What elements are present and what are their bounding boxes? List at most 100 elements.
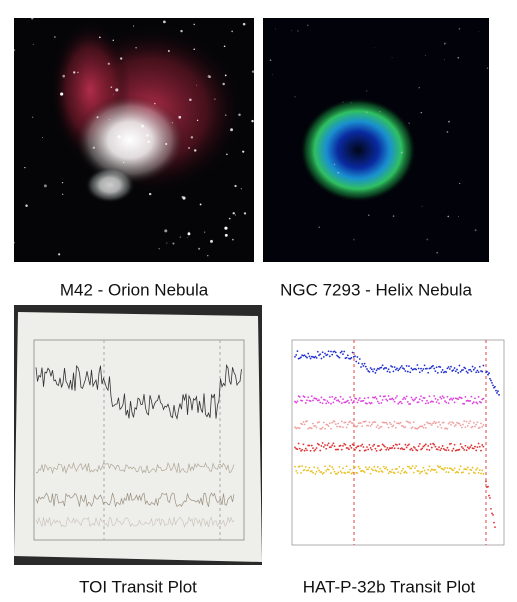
point [462,368,464,371]
point [324,399,326,401]
point [387,426,390,429]
point [452,369,455,372]
point [295,401,298,404]
point [477,471,480,474]
point [412,471,415,474]
point [326,423,329,426]
point [376,466,379,468]
point [313,450,316,452]
point [404,470,407,473]
point [494,385,496,388]
point [390,398,392,401]
star [158,248,160,250]
point [364,365,367,368]
point [403,471,406,474]
point [355,397,358,400]
point [373,368,376,370]
point [315,447,318,449]
star [294,96,296,98]
point [316,442,319,445]
point [374,396,377,398]
point [378,368,380,370]
point [457,398,460,401]
point [464,444,467,447]
point [404,370,407,372]
point [382,465,385,468]
point [387,472,390,475]
point [386,468,389,471]
point [428,395,431,398]
point [445,401,448,404]
star [226,153,228,156]
point [307,352,310,355]
point [340,420,343,423]
star [145,133,150,137]
point [366,402,368,405]
point [489,497,491,499]
star [275,28,276,30]
point [368,371,371,373]
point [451,398,454,401]
point [356,356,359,358]
point [447,422,450,425]
point [318,399,320,401]
point [368,401,371,404]
point [318,469,320,472]
point [308,466,311,469]
point [325,469,328,472]
point [308,444,311,447]
point [369,447,372,449]
star [32,116,34,118]
point [435,366,438,369]
star [272,74,274,76]
point [438,421,440,423]
point [331,444,334,447]
point [338,356,341,359]
point [452,397,455,400]
point [468,422,470,425]
point [387,368,390,371]
point [435,421,438,424]
star [120,57,123,60]
point [378,445,380,447]
point [375,397,378,400]
point [421,399,424,402]
point [367,370,370,372]
point [361,443,364,446]
star [187,232,191,236]
point [312,471,314,474]
point [463,402,466,405]
point [439,465,442,468]
point [440,371,443,373]
star [165,142,168,145]
point [462,447,464,450]
point [357,362,360,365]
point [379,395,382,398]
point [397,402,400,405]
point [351,422,354,424]
point [304,447,307,450]
point [366,446,368,448]
point [446,367,449,370]
point [302,421,305,423]
point [421,425,424,428]
star [333,163,336,166]
point [381,399,384,401]
star [147,140,151,143]
point [478,469,481,472]
point [392,370,395,373]
point [324,465,326,468]
point [399,421,402,424]
point [361,362,364,365]
star [172,242,175,245]
star [181,195,184,199]
point [339,395,342,398]
trace [35,492,235,508]
point [391,468,394,471]
point [445,449,448,452]
star [391,56,393,58]
point [427,402,430,404]
point [316,350,319,353]
point [310,444,313,447]
point [315,470,318,473]
